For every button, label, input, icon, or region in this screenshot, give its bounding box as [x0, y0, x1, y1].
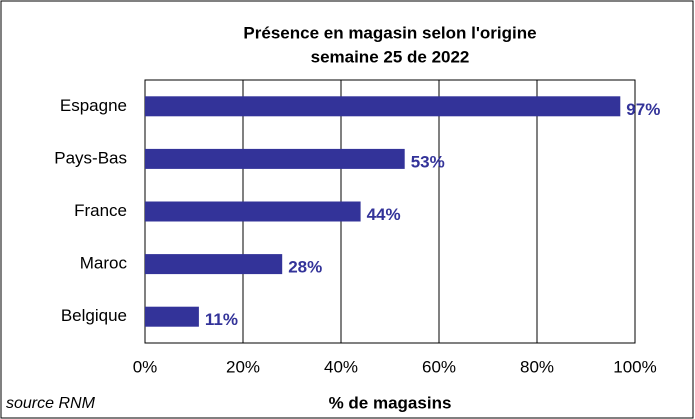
- bar: [145, 306, 199, 327]
- y-tick-label: Espagne: [60, 96, 127, 115]
- x-tick-label: 0%: [133, 357, 158, 376]
- bar: [145, 96, 621, 117]
- x-tick-label: 40%: [324, 357, 358, 376]
- x-tick-label: 60%: [422, 357, 456, 376]
- value-label: 97%: [626, 100, 660, 119]
- value-label: 53%: [411, 152, 445, 171]
- bar: [145, 201, 361, 222]
- y-tick-label: France: [74, 201, 127, 220]
- y-tick-label: Pays-Bas: [54, 148, 127, 167]
- y-tick-label: Belgique: [61, 306, 127, 325]
- x-tick-label: 100%: [613, 357, 656, 376]
- source-note: source RNM: [6, 395, 96, 412]
- value-label: 11%: [205, 310, 238, 329]
- chart-title: Présence en magasin selon l'origine: [243, 23, 536, 42]
- x-tick-label: 20%: [226, 357, 260, 376]
- value-label: 44%: [367, 205, 401, 224]
- x-axis-label: % de magasins: [329, 393, 452, 412]
- bar: [145, 254, 283, 275]
- x-tick-label: 80%: [520, 357, 554, 376]
- y-tick-label: Maroc: [80, 254, 128, 273]
- bar: [145, 148, 405, 169]
- value-label: 28%: [288, 258, 322, 277]
- chart-subtitle: semaine 25 de 2022: [311, 47, 470, 66]
